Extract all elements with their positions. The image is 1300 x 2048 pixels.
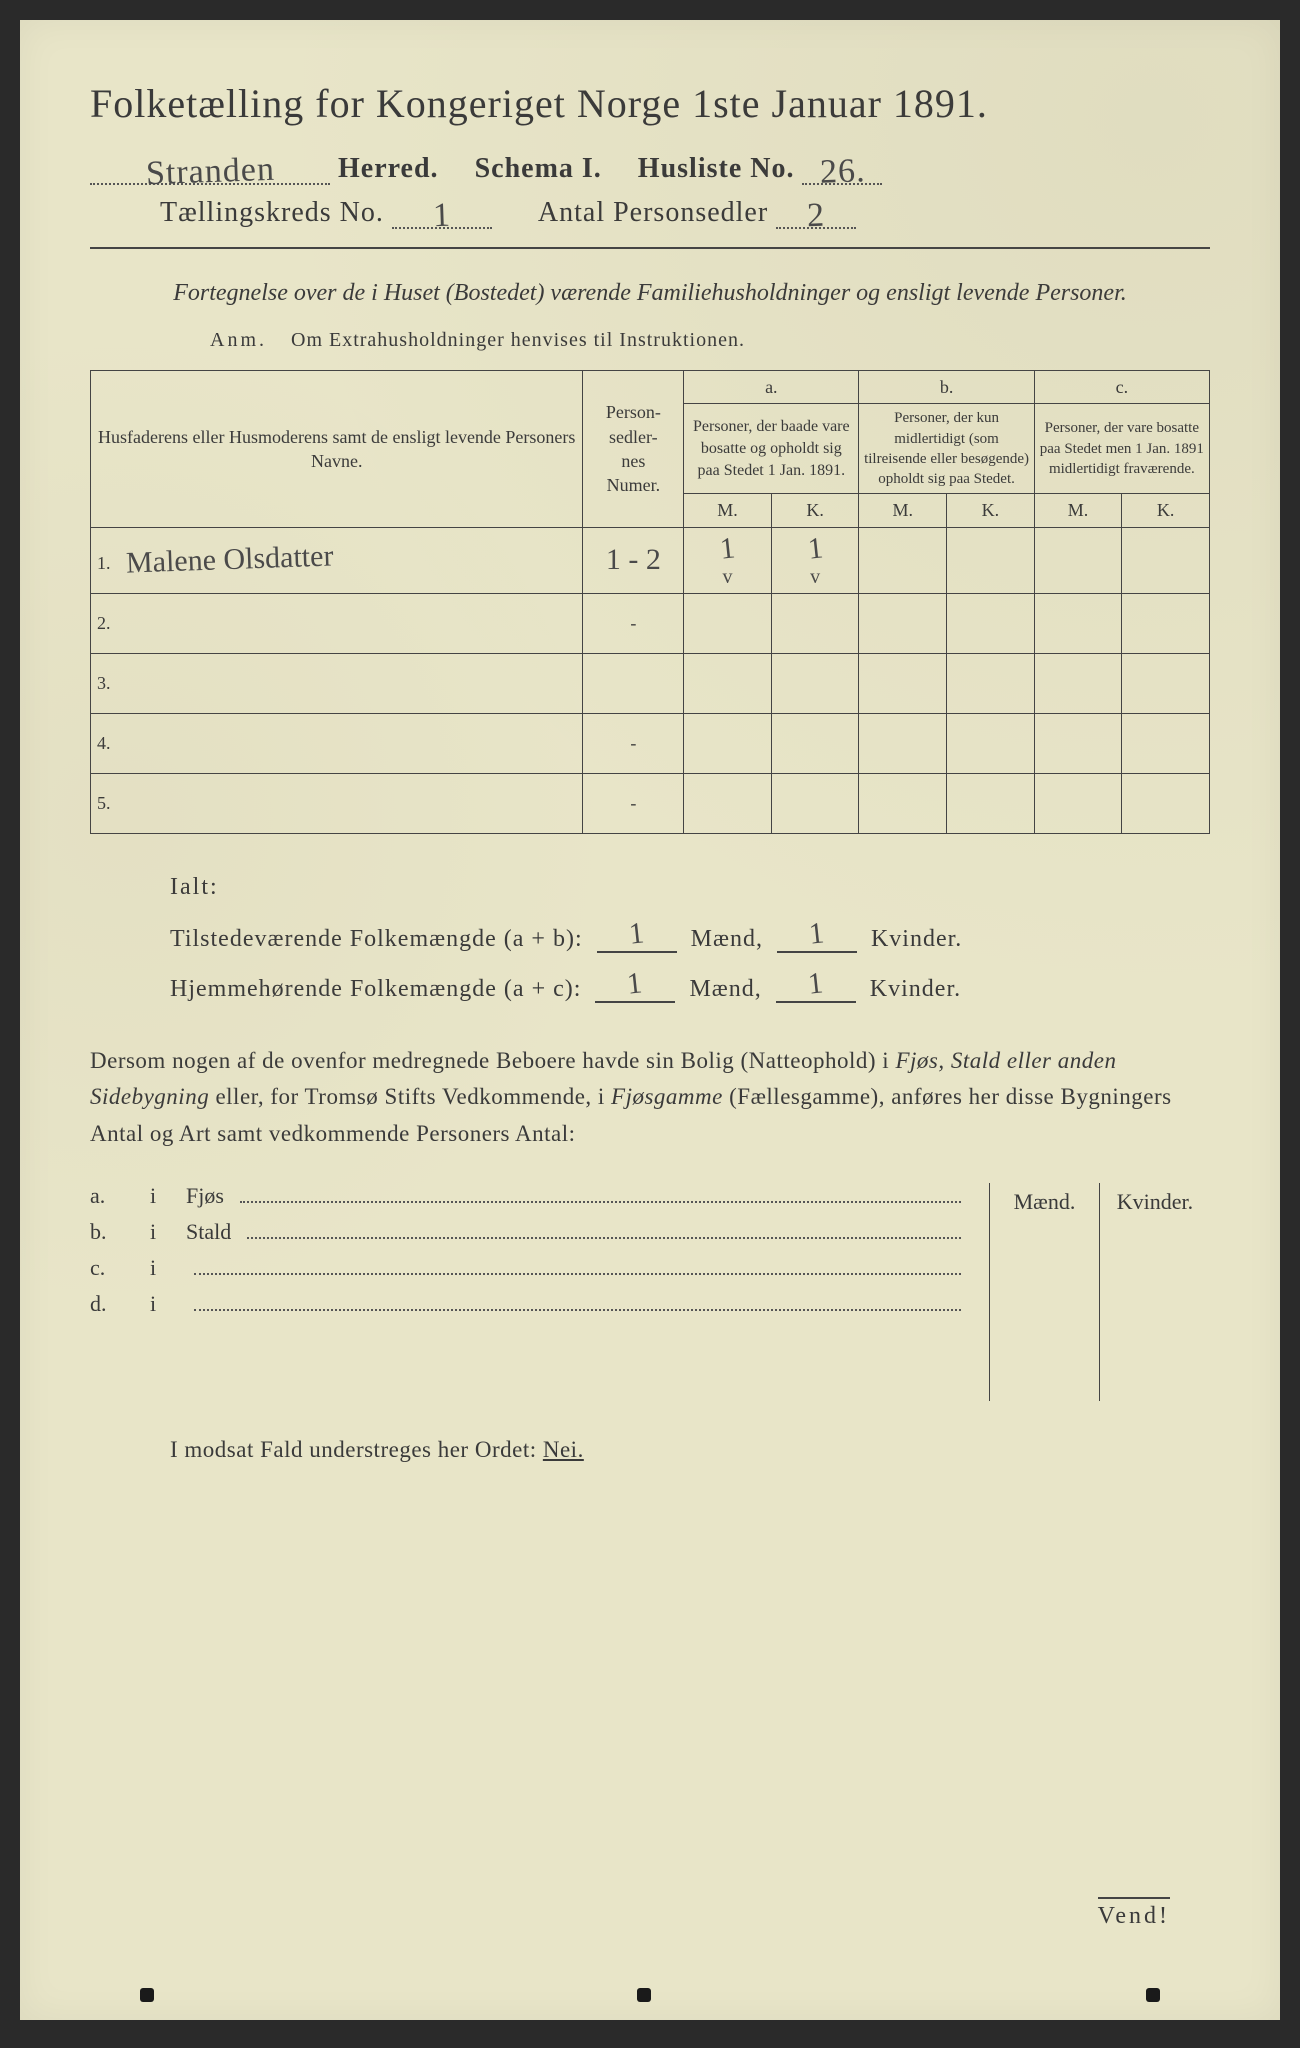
mk-kvinder-body bbox=[1100, 1221, 1210, 1401]
anm-text: Om Extrahusholdninger henvises til Instr… bbox=[291, 329, 745, 351]
col-b-letter: b. bbox=[859, 371, 1034, 404]
table-row: 3. bbox=[91, 653, 1210, 713]
mk-box: Mænd. Kvinder. bbox=[989, 1183, 1210, 1401]
col-a-desc: Personer, der baade vare bosatte og opho… bbox=[684, 404, 859, 494]
header-row-letters: Husfaderens eller Husmoderens samt de en… bbox=[91, 371, 1210, 404]
anm-prefix: Anm. bbox=[210, 329, 267, 351]
totals-present: Tilstedeværende Folkemængde (a + b): 1 M… bbox=[170, 917, 1210, 953]
page-title: Folketælling for Kongeriget Norge 1ste J… bbox=[90, 80, 1210, 127]
buildings-list: a. i Fjøs b. i Stald c. i d. i bbox=[90, 1183, 969, 1327]
b-m: M. bbox=[859, 494, 947, 527]
table-row: 1. Malene Olsdatter 1 - 2 1v 1v bbox=[91, 527, 1210, 593]
census-form-page: Folketælling for Kongeriget Norge 1ste J… bbox=[20, 20, 1280, 2020]
col-c-letter: c. bbox=[1034, 371, 1209, 404]
col-names: Husfaderens eller Husmoderens samt de en… bbox=[91, 371, 583, 528]
buildings-block: a. i Fjøs b. i Stald c. i d. i bbox=[90, 1183, 1210, 1401]
col-c-desc: Personer, der vare bosatte paa Stedet me… bbox=[1034, 404, 1209, 494]
totals-title: Ialt: bbox=[170, 874, 1210, 901]
mk-kvinder-label: Kvinder. bbox=[1100, 1183, 1210, 1221]
subheading: Fortegnelse over de i Huset (Bostedet) v… bbox=[90, 275, 1210, 311]
col-b-desc: Personer, der kun midlertidigt (som tilr… bbox=[859, 404, 1034, 494]
census-table: Husfaderens eller Husmoderens samt de en… bbox=[90, 370, 1210, 834]
schema-label: Schema I. bbox=[475, 153, 602, 185]
c-m: M. bbox=[1034, 494, 1122, 527]
antal-label: Antal Personsedler bbox=[538, 197, 768, 229]
col-num: Person- sedler- nes Numer. bbox=[583, 371, 684, 528]
kreds-field: 1 bbox=[392, 198, 492, 229]
herred-field: Stranden bbox=[90, 154, 330, 185]
herred-label: Herred. bbox=[338, 153, 439, 185]
col-a-letter: a. bbox=[684, 371, 859, 404]
anm-note: Anm. Om Extrahusholdninger henvises til … bbox=[90, 329, 1210, 352]
punch-hole-icon bbox=[140, 1988, 154, 2002]
name-cell: 1. Malene Olsdatter bbox=[91, 527, 583, 593]
antal-field: 2 bbox=[776, 198, 856, 229]
a-m: M. bbox=[684, 494, 772, 527]
husliste-field: 26. bbox=[802, 154, 882, 185]
kreds-label: Tællingskreds No. bbox=[160, 197, 384, 229]
punch-hole-icon bbox=[1146, 1988, 1160, 2002]
bld-row: b. i Stald bbox=[90, 1219, 969, 1245]
census-tbody: 1. Malene Olsdatter 1 - 2 1v 1v 2. - 3. bbox=[91, 527, 1210, 833]
bld-row: a. i Fjøs bbox=[90, 1183, 969, 1209]
vend-label: Vend! bbox=[1098, 1897, 1170, 1930]
totals-home: Hjemmehørende Folkemængde (a + c): 1 Mæn… bbox=[170, 967, 1210, 1003]
mk-maend-label: Mænd. bbox=[990, 1183, 1100, 1221]
table-row: 4. - bbox=[91, 713, 1210, 773]
bld-row: c. i bbox=[90, 1255, 969, 1281]
c-k: K. bbox=[1122, 494, 1210, 527]
nei-line: I modsat Fald understreges her Ordet: Ne… bbox=[170, 1437, 1210, 1463]
husliste-value: 26. bbox=[819, 157, 865, 186]
divider bbox=[90, 247, 1210, 249]
table-row: 2. - bbox=[91, 593, 1210, 653]
husliste-label: Husliste No. bbox=[638, 153, 795, 185]
kreds-value: 1 bbox=[432, 202, 451, 230]
antal-value: 2 bbox=[807, 202, 826, 230]
totals-block: Ialt: Tilstedeværende Folkemængde (a + b… bbox=[170, 874, 1210, 1003]
paragraph: Dersom nogen af de ovenfor medregnede Be… bbox=[90, 1043, 1210, 1153]
a-k: K. bbox=[771, 494, 859, 527]
table-row: 5. - bbox=[91, 773, 1210, 833]
mk-maend-body bbox=[990, 1221, 1100, 1401]
header-row-2: Tællingskreds No. 1 Antal Personsedler 2 bbox=[90, 197, 1210, 229]
b-k: K. bbox=[947, 494, 1035, 527]
bld-row: d. i bbox=[90, 1291, 969, 1317]
punch-hole-icon bbox=[637, 1988, 651, 2002]
herred-value: Stranden bbox=[145, 156, 275, 188]
header-row-1: Stranden Herred. Schema I. Husliste No. … bbox=[90, 153, 1210, 185]
